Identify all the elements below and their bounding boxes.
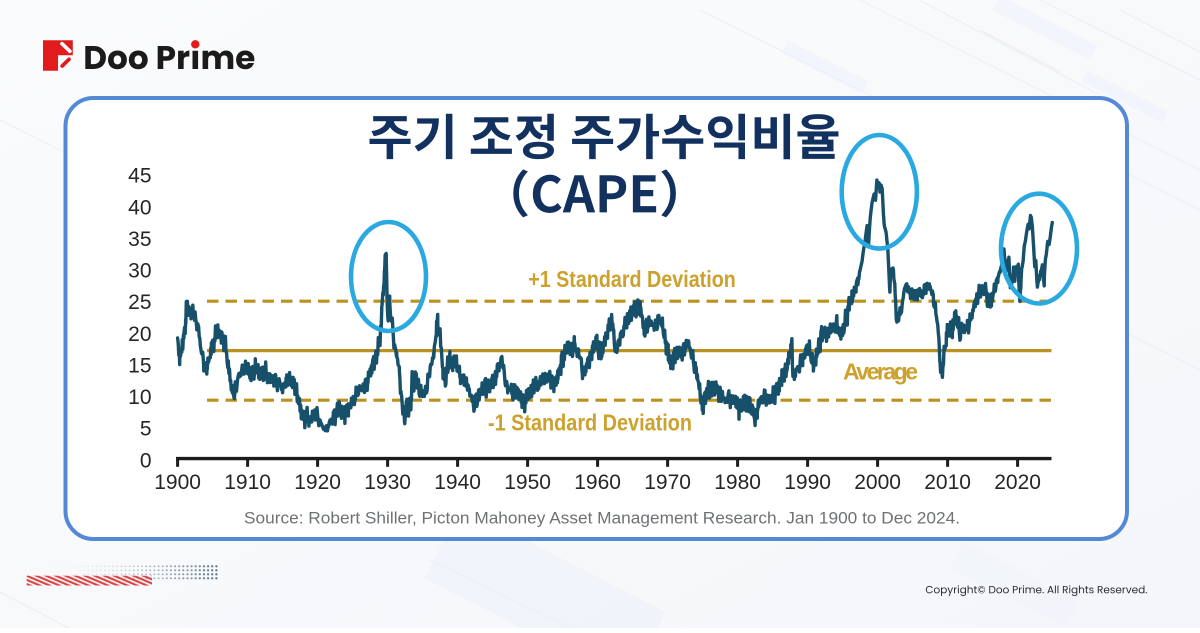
svg-text:1950: 1950: [504, 471, 551, 494]
svg-text:1990: 1990: [784, 471, 831, 494]
svg-text:2010: 2010: [924, 471, 971, 494]
svg-text:35: 35: [128, 228, 151, 251]
svg-text:20: 20: [128, 323, 151, 346]
svg-text:1900: 1900: [154, 471, 201, 494]
svg-text:1940: 1940: [434, 471, 481, 494]
svg-text:0: 0: [140, 449, 152, 472]
svg-text:15: 15: [128, 354, 151, 377]
svg-text:+1 Standard Deviation: +1 Standard Deviation: [528, 266, 736, 292]
svg-text:2000: 2000: [854, 471, 901, 494]
svg-text:40: 40: [128, 196, 151, 219]
svg-text:45: 45: [128, 165, 151, 188]
svg-text:1920: 1920: [294, 471, 341, 494]
svg-text:-1 Standard Deviation: -1 Standard Deviation: [488, 410, 692, 436]
svg-text:1960: 1960: [574, 471, 621, 494]
svg-text:1910: 1910: [224, 471, 271, 494]
svg-text:1930: 1930: [364, 471, 411, 494]
svg-text:5: 5: [140, 418, 152, 441]
svg-text:10: 10: [128, 386, 151, 409]
svg-text:1980: 1980: [714, 471, 761, 494]
svg-text:2020: 2020: [994, 471, 1041, 494]
svg-text:25: 25: [128, 291, 151, 314]
svg-text:Source: Robert Shiller, Picton: Source: Robert Shiller, Picton Mahoney A…: [244, 510, 960, 528]
svg-text:Average: Average: [843, 358, 918, 384]
svg-text:1970: 1970: [644, 471, 691, 494]
svg-text:30: 30: [128, 260, 151, 283]
